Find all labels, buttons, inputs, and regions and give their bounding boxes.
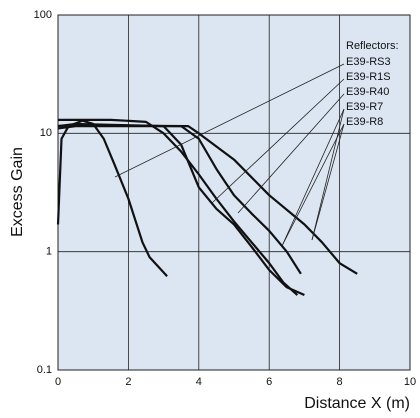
legend-label: E39-R1S bbox=[346, 71, 391, 83]
leader-line bbox=[311, 123, 345, 241]
x-axis-label: Distance X (m) bbox=[304, 395, 410, 412]
leader-line bbox=[211, 78, 345, 204]
leader-line bbox=[237, 93, 345, 214]
x-tick-label: 0 bbox=[55, 376, 61, 388]
legend-label: E39-RS3 bbox=[346, 56, 391, 68]
y-tick-label: 0.1 bbox=[37, 364, 52, 376]
line-series bbox=[58, 118, 299, 296]
legend-label: E39-R40 bbox=[346, 86, 389, 98]
x-tick-label: 6 bbox=[266, 376, 272, 388]
legend-label: E39-R7 bbox=[346, 101, 383, 113]
plot-area bbox=[57, 14, 411, 371]
line-series bbox=[56, 119, 168, 277]
x-tick-label: 2 bbox=[125, 376, 131, 388]
y-axis-label: Excess Gain bbox=[9, 147, 26, 237]
y-tick-label: 1 bbox=[46, 246, 52, 258]
x-tick-label: 4 bbox=[196, 376, 202, 388]
y-tick-label: 100 bbox=[34, 9, 52, 21]
leader-line bbox=[281, 108, 345, 247]
x-tick-label: 8 bbox=[337, 376, 343, 388]
x-tick-label: 10 bbox=[404, 376, 416, 388]
legend-label: E39-R8 bbox=[346, 116, 383, 128]
leader-line bbox=[281, 123, 345, 247]
leader-line bbox=[114, 63, 345, 178]
y-tick-label: 10 bbox=[40, 127, 52, 139]
legend-title: Reflectors: bbox=[346, 40, 399, 52]
line-series bbox=[57, 123, 358, 275]
leader-line bbox=[311, 108, 345, 241]
